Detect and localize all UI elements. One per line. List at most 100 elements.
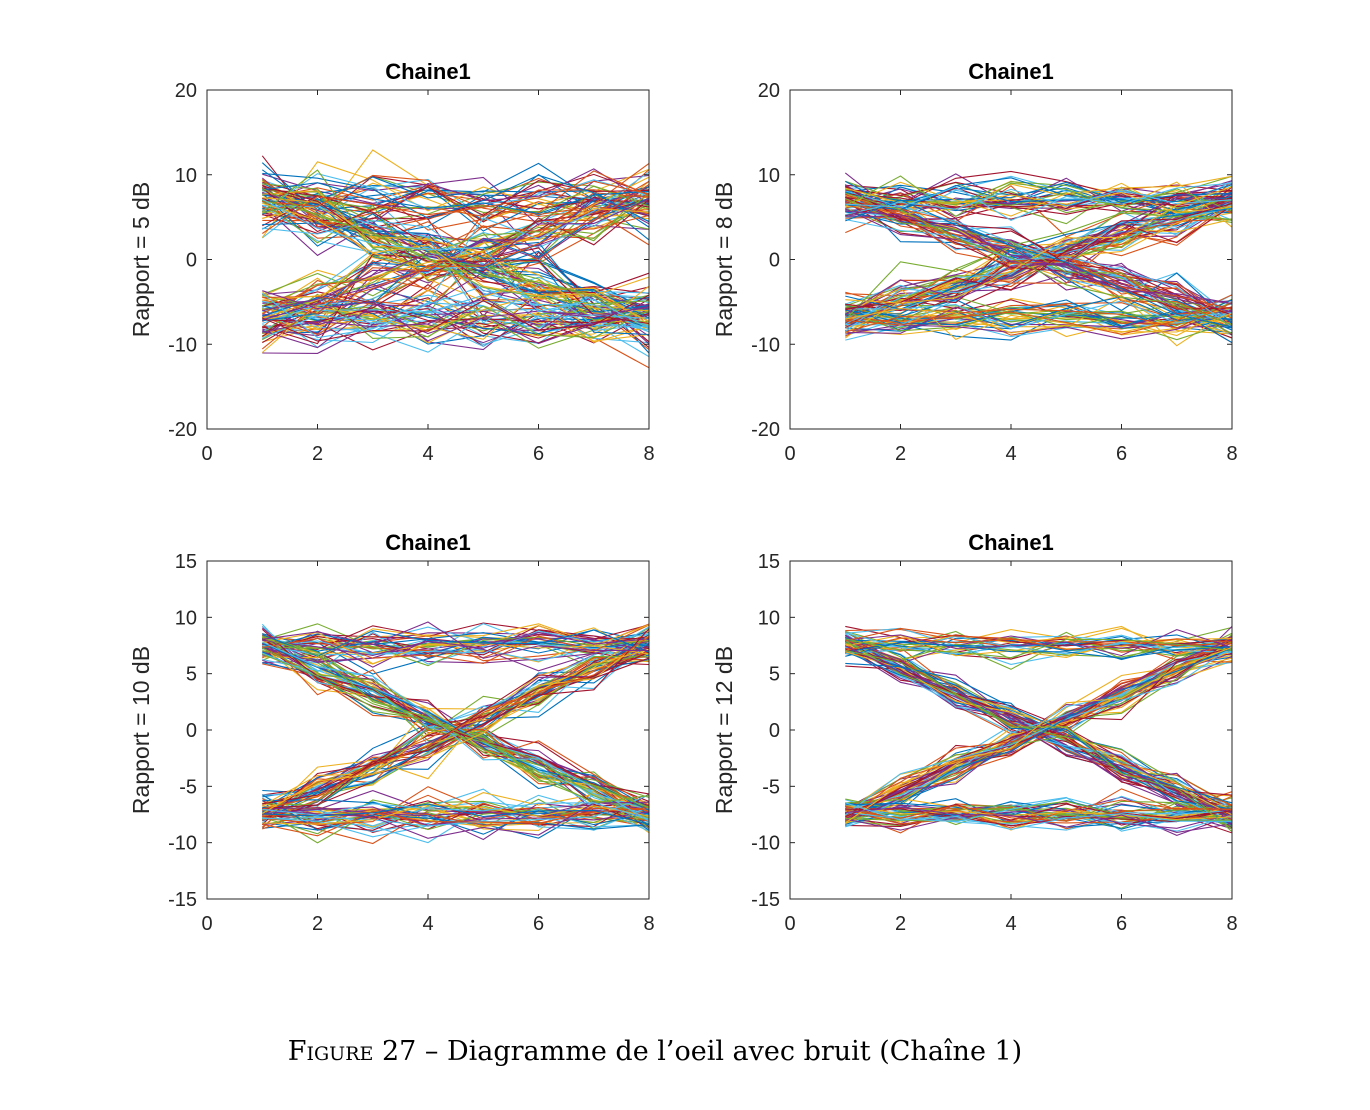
eye-trace	[845, 649, 1232, 830]
x-tick-label: 2	[895, 913, 906, 935]
eye-trace	[262, 632, 649, 657]
eye-trace	[262, 202, 649, 323]
eye-trace	[262, 296, 649, 333]
eye-trace	[261, 637, 649, 795]
y-tick-label: -15	[751, 889, 780, 911]
x-tick-label: 0	[201, 443, 212, 465]
x-tick-label: 2	[312, 913, 323, 935]
y-tick-label: -20	[751, 419, 780, 441]
eye-trace	[845, 640, 1232, 833]
eye-trace	[845, 627, 1232, 651]
eye-trace	[262, 786, 649, 826]
x-tick-label: 0	[201, 913, 212, 935]
eye-trace	[845, 662, 1232, 804]
x-tick-label: 4	[1005, 913, 1016, 935]
eye-trace	[845, 647, 1232, 806]
eye-trace	[262, 630, 649, 655]
eye-trace	[262, 801, 649, 839]
eye-trace	[262, 170, 649, 229]
eye-trace	[262, 185, 649, 246]
y-tick-label: 20	[175, 80, 197, 102]
eye-trace	[845, 804, 1232, 822]
y-tick-label: 20	[758, 80, 780, 102]
eye-trace	[262, 627, 649, 665]
eye-trace	[262, 187, 649, 305]
eye-traces	[261, 149, 649, 369]
eye-traces	[261, 621, 649, 845]
eye-trace	[262, 174, 649, 226]
y-tick-label: -10	[751, 334, 780, 356]
x-tick-label: 8	[643, 913, 654, 935]
eye-trace	[845, 302, 1232, 329]
x-tick-label: 6	[1116, 443, 1127, 465]
eye-trace	[262, 658, 649, 816]
eye-trace	[845, 804, 1232, 820]
eye-trace	[845, 180, 1232, 326]
eye-trace	[845, 645, 1232, 796]
y-tick-label: 10	[175, 607, 197, 629]
eye-trace	[262, 171, 649, 339]
x-tick-label: 4	[1005, 443, 1016, 465]
figure-caption-text: – Diagramme de l’oeil avec bruit (Chaîne…	[416, 1036, 1023, 1067]
chart-title: Chaine1	[385, 59, 471, 84]
eye-trace	[262, 802, 649, 827]
eye-trace	[262, 649, 649, 814]
eye-trace	[845, 192, 1232, 326]
eye-trace	[845, 218, 1232, 323]
eye-trace	[845, 197, 1232, 334]
y-tick-label: 5	[186, 664, 197, 686]
eye-trace	[262, 192, 649, 307]
x-tick-label: 6	[533, 913, 544, 935]
eye-trace	[262, 635, 649, 819]
plot-area	[790, 561, 1232, 899]
eye-trace	[845, 210, 1232, 304]
eye-trace	[845, 182, 1232, 222]
eye-trace	[262, 632, 649, 664]
eye-trace	[261, 155, 649, 349]
eye-traces	[844, 625, 1232, 836]
eye-trace	[845, 296, 1232, 335]
eye-trace	[845, 218, 1232, 328]
eye-trace	[845, 300, 1232, 330]
chart-title: Chaine1	[385, 530, 471, 555]
x-tick-label: 8	[1226, 913, 1237, 935]
x-tick-label: 0	[784, 443, 795, 465]
chart-title: Chaine1	[968, 59, 1054, 84]
chart-panel-3: 0 2 4 6 8 -15 -10 -5 0 5 10 15 Chaine1 Rapport = 10 d…	[128, 530, 655, 935]
eye-trace	[845, 801, 1232, 830]
eye-traces	[844, 170, 1232, 347]
eye-trace	[262, 799, 649, 835]
eye-trace	[262, 294, 649, 342]
chart-title: Chaine1	[968, 530, 1054, 555]
eye-trace	[845, 653, 1232, 822]
eye-trace	[845, 186, 1232, 304]
eye-trace	[262, 172, 649, 223]
eye-trace	[845, 309, 1232, 340]
y-axis-label: Rapport = 12 dB	[711, 646, 737, 814]
eye-trace	[262, 641, 649, 822]
eye-trace	[845, 205, 1232, 311]
eye-trace	[845, 641, 1232, 659]
eye-trace	[845, 181, 1232, 204]
eye-trace	[262, 803, 649, 825]
y-tick-label: 15	[758, 551, 780, 573]
y-tick-label: 10	[758, 607, 780, 629]
eye-trace	[845, 201, 1232, 316]
eye-trace	[845, 200, 1232, 313]
eye-trace	[845, 632, 1232, 655]
eye-trace	[261, 180, 649, 234]
x-tick-label: 6	[533, 443, 544, 465]
eye-trace	[845, 208, 1232, 320]
y-tick-label: 0	[186, 250, 197, 272]
eye-trace	[262, 637, 649, 809]
y-tick-label: -5	[179, 776, 197, 798]
eye-trace	[845, 645, 1232, 814]
y-tick-label: 10	[175, 165, 197, 187]
eye-trace	[262, 653, 649, 804]
y-axis-label: Rapport = 8 dB	[711, 182, 737, 337]
eye-trace	[262, 205, 649, 328]
eye-trace	[262, 624, 649, 665]
y-tick-label: 0	[769, 720, 780, 742]
eye-trace	[845, 175, 1232, 217]
